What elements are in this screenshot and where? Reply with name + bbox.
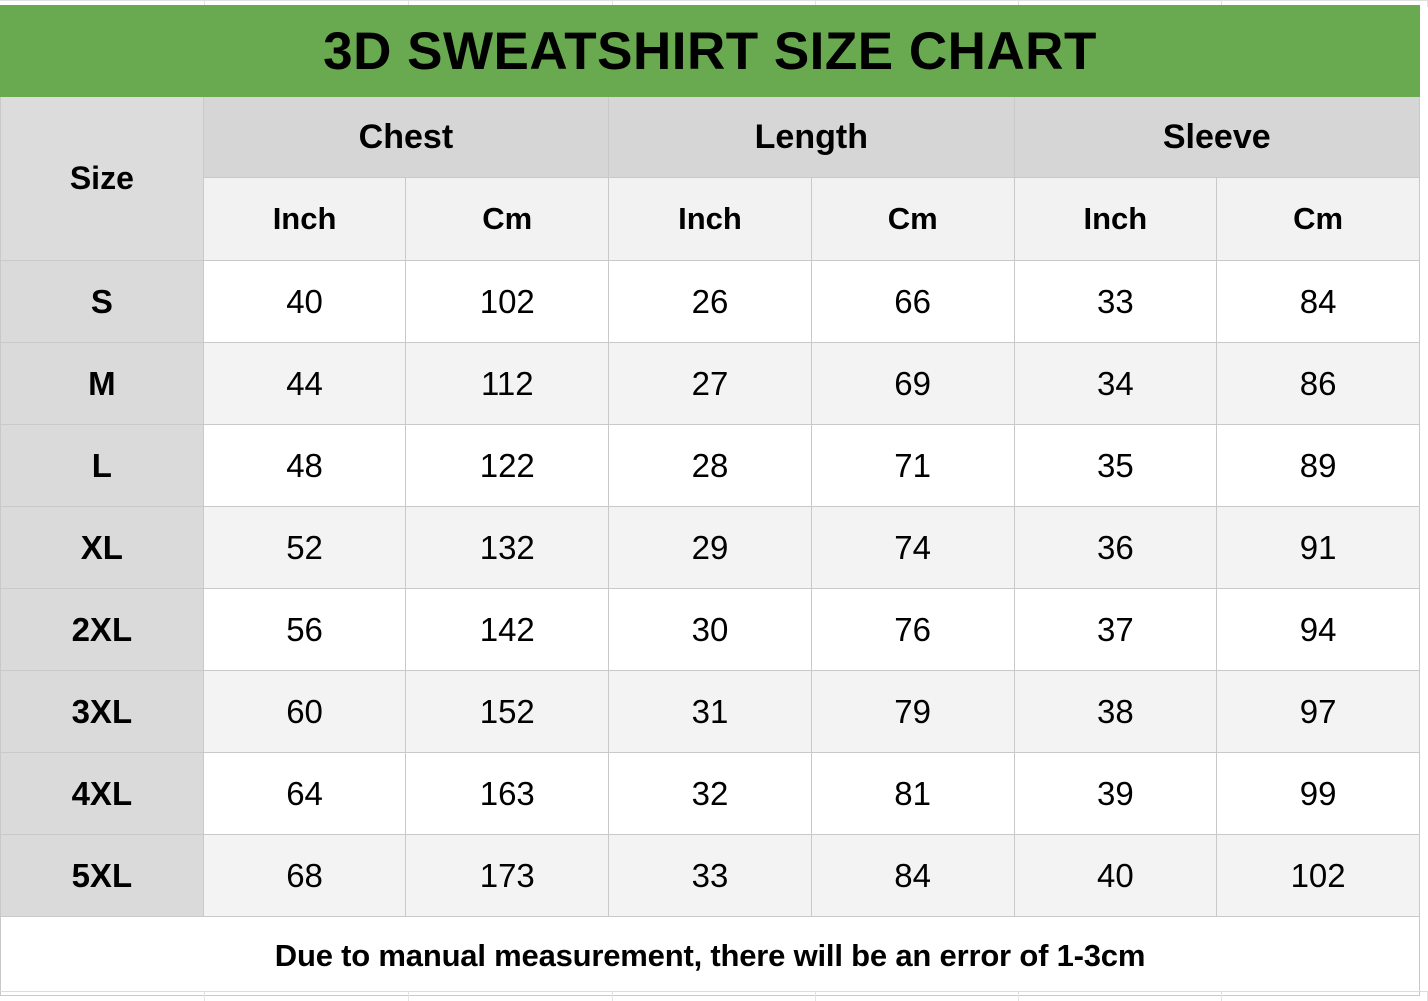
cell-length-inch: 29 <box>608 506 812 589</box>
unit-header-sleeve-cm: Cm <box>1216 177 1420 261</box>
table-row: S 40 102 26 66 33 84 <box>0 260 1420 343</box>
chart-title: 3D SWEATSHIRT SIZE CHART <box>0 5 1420 97</box>
cell-sleeve-cm: 97 <box>1216 670 1420 753</box>
cell-length-inch: 31 <box>608 670 812 753</box>
size-cell-s: S <box>0 260 204 343</box>
size-chart-table: 3D SWEATSHIRT SIZE CHART Size Chest Leng… <box>0 5 1421 996</box>
cell-length-cm: 71 <box>810 424 1015 507</box>
cell-length-cm: 74 <box>810 506 1015 589</box>
column-group-length: Length <box>608 96 1015 178</box>
size-cell-2xl: 2XL <box>0 588 204 671</box>
cell-chest-inch: 52 <box>202 506 407 589</box>
cell-chest-cm: 173 <box>405 834 610 917</box>
table-row: XL 52 132 29 74 36 91 <box>0 506 1420 589</box>
cell-length-inch: 33 <box>608 834 812 917</box>
cell-length-cm: 79 <box>810 670 1015 753</box>
unit-header-chest-cm: Cm <box>405 177 610 261</box>
cell-sleeve-cm: 91 <box>1216 506 1420 589</box>
cell-sleeve-inch: 35 <box>1013 424 1218 507</box>
cell-length-cm: 84 <box>810 834 1015 917</box>
unit-header-length-inch: Inch <box>608 177 812 261</box>
cell-chest-inch: 48 <box>202 424 407 507</box>
cell-sleeve-inch: 38 <box>1013 670 1218 753</box>
cell-sleeve-cm: 102 <box>1216 834 1420 917</box>
size-cell-m: M <box>0 342 204 425</box>
table-row: M 44 112 27 69 34 86 <box>0 342 1420 425</box>
cell-sleeve-inch: 36 <box>1013 506 1218 589</box>
table-row: L 48 122 28 71 35 89 <box>0 424 1420 507</box>
cell-sleeve-cm: 86 <box>1216 342 1420 425</box>
cell-length-inch: 32 <box>608 752 812 835</box>
column-group-chest: Chest <box>202 96 610 178</box>
table-body: S 40 102 26 66 33 84 M 44 112 27 69 34 86 L 48 122 28 71 35… <box>0 260 1420 917</box>
cell-length-inch: 30 <box>608 588 812 671</box>
column-header-size: Size <box>0 96 204 261</box>
size-cell-4xl: 4XL <box>0 752 204 835</box>
cell-length-cm: 76 <box>810 588 1015 671</box>
cell-chest-cm: 163 <box>405 752 610 835</box>
cell-chest-inch: 56 <box>202 588 407 671</box>
cell-sleeve-cm: 84 <box>1216 260 1420 343</box>
unit-header-length-cm: Cm <box>810 177 1015 261</box>
table-row: 5XL 68 173 33 84 40 102 <box>0 834 1420 917</box>
cell-chest-cm: 152 <box>405 670 610 753</box>
cell-sleeve-inch: 39 <box>1013 752 1218 835</box>
size-cell-5xl: 5XL <box>0 834 204 917</box>
cell-chest-cm: 102 <box>405 260 610 343</box>
measurement-disclaimer: Due to manual measurement, there will be… <box>0 916 1420 996</box>
cell-length-cm: 81 <box>810 752 1015 835</box>
size-cell-3xl: 3XL <box>0 670 204 753</box>
cell-length-cm: 66 <box>810 260 1015 343</box>
cell-chest-cm: 132 <box>405 506 610 589</box>
column-group-sleeve: Sleeve <box>1013 96 1421 178</box>
title-row: 3D SWEATSHIRT SIZE CHART <box>0 5 1420 97</box>
cell-chest-cm: 112 <box>405 342 610 425</box>
cell-sleeve-inch: 34 <box>1013 342 1218 425</box>
unit-header-row: Inch Cm Inch Cm Inch Cm <box>1 177 1420 261</box>
size-cell-xl: XL <box>0 506 204 589</box>
note-row: Due to manual measurement, there will be… <box>0 916 1420 996</box>
cell-chest-cm: 122 <box>405 424 610 507</box>
cell-length-inch: 26 <box>608 260 812 343</box>
cell-chest-inch: 68 <box>202 834 407 917</box>
table-row: 4XL 64 163 32 81 39 99 <box>0 752 1420 835</box>
size-cell-l: L <box>0 424 204 507</box>
cell-chest-inch: 64 <box>202 752 407 835</box>
table-header: 3D SWEATSHIRT SIZE CHART Size Chest Leng… <box>0 5 1421 261</box>
cell-sleeve-inch: 33 <box>1013 260 1218 343</box>
cell-chest-cm: 142 <box>405 588 610 671</box>
cell-chest-inch: 44 <box>202 342 407 425</box>
table-row: 2XL 56 142 30 76 37 94 <box>0 588 1420 671</box>
table-footer: Due to manual measurement, there will be… <box>0 916 1420 996</box>
cell-chest-inch: 40 <box>202 260 407 343</box>
cell-sleeve-cm: 99 <box>1216 752 1420 835</box>
table-row: 3XL 60 152 31 79 38 97 <box>0 670 1420 753</box>
unit-header-chest-inch: Inch <box>202 177 407 261</box>
cell-length-cm: 69 <box>810 342 1015 425</box>
cell-length-inch: 27 <box>608 342 812 425</box>
unit-header-sleeve-inch: Inch <box>1013 177 1218 261</box>
group-header-row: Size Chest Length Sleeve <box>0 96 1421 261</box>
cell-length-inch: 28 <box>608 424 812 507</box>
cell-chest-inch: 60 <box>202 670 407 753</box>
cell-sleeve-inch: 40 <box>1013 834 1218 917</box>
cell-sleeve-cm: 89 <box>1216 424 1420 507</box>
cell-sleeve-cm: 94 <box>1216 588 1420 671</box>
cell-sleeve-inch: 37 <box>1013 588 1218 671</box>
